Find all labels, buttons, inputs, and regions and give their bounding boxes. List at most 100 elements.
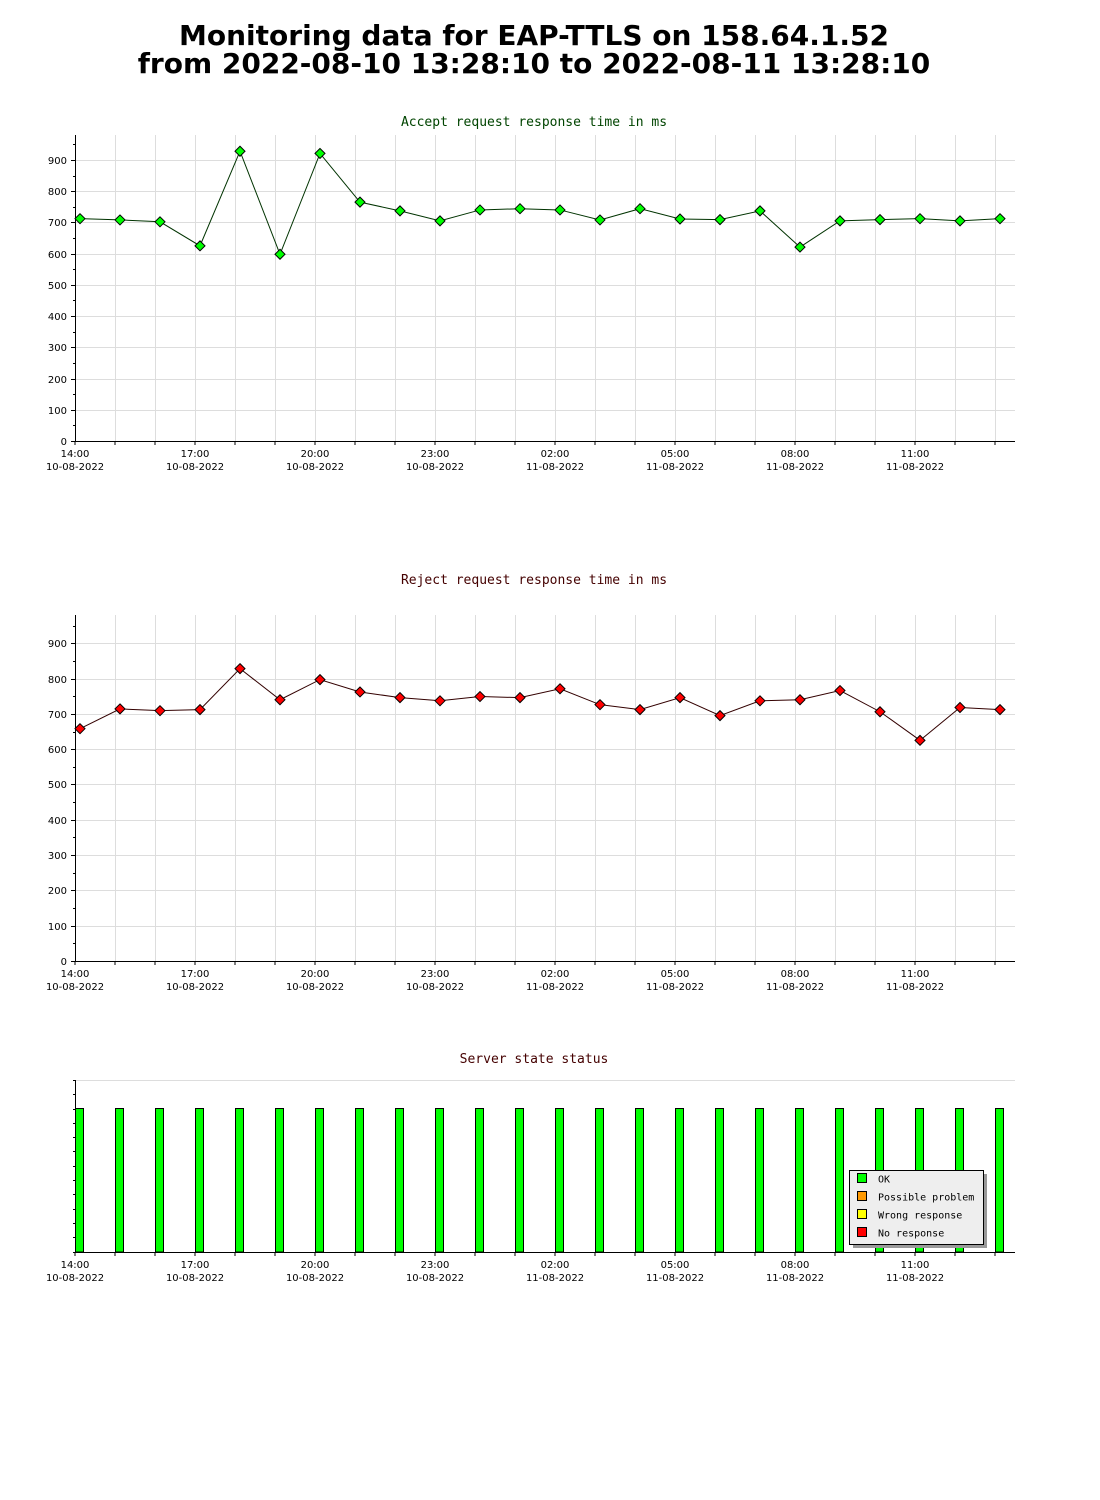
status-chart-status-bar	[315, 1108, 324, 1253]
status-chart-status-bar	[515, 1108, 524, 1253]
status-chart-status-bar	[115, 1108, 124, 1253]
accept-chart: Accept request response time in ms 0 100 20…	[46, 115, 1015, 473]
status-chart-x-tick-time: 23:00	[421, 1260, 450, 1271]
status-chart-legend-swatch	[857, 1209, 867, 1219]
status-chart-status-bar	[755, 1108, 764, 1253]
reject-chart-x-tick-time: 20:00	[301, 969, 330, 980]
accept-chart-x-tick-time: 08:00	[781, 449, 810, 460]
accept-chart-data-point	[234, 145, 246, 157]
status-chart-x-tick-time: 05:00	[661, 1260, 690, 1271]
status-chart-x-tick-time: 02:00	[541, 1260, 570, 1271]
accept-chart-data-point	[474, 204, 486, 216]
accept-chart-x-tick-time: 17:00	[181, 449, 210, 460]
status-chart-x-tick-date: 10-08-2022	[406, 1273, 464, 1284]
accept-chart-y-tick-label: 200	[48, 375, 67, 386]
accept-chart-x-tick-time: 20:00	[301, 449, 330, 460]
accept-chart-data-point	[954, 215, 966, 227]
status-chart-status-bar	[795, 1108, 804, 1253]
accept-chart-x-tick-date: 10-08-2022	[46, 462, 104, 473]
accept-chart-x-tick-time: 05:00	[661, 449, 690, 460]
status-chart-status-bar	[275, 1108, 284, 1253]
accept-chart-y-tick-label: 300	[48, 343, 67, 354]
accept-chart-title: Accept request response time in ms	[401, 115, 667, 130]
status-chart-status-bar	[635, 1108, 644, 1253]
status-chart-status-bar	[355, 1108, 364, 1253]
accept-chart-y-tick-label: 500	[48, 281, 67, 292]
reject-chart-x-tick-date: 10-08-2022	[406, 982, 464, 993]
reject-chart-data-point	[434, 695, 446, 707]
reject-chart: Reject request response time in ms 0 100 20…	[46, 573, 1015, 993]
status-chart-legend-box	[849, 1170, 984, 1245]
reject-chart-data-point	[274, 694, 286, 706]
reject-chart-data-point	[594, 698, 606, 711]
accept-chart-data-point	[914, 212, 926, 225]
accept-chart-x-tick-date: 11-08-2022	[766, 462, 824, 473]
status-chart: Server state status 14:00 10-08-2022 17:00 1…	[46, 1052, 1015, 1284]
status-chart-status-bar	[235, 1108, 244, 1253]
status-chart-status-bar	[395, 1108, 404, 1253]
accept-chart-data-point	[114, 214, 126, 226]
accept-chart-data-point	[434, 215, 446, 227]
reject-chart-x-tick-date: 11-08-2022	[526, 982, 584, 993]
reject-chart-x-tick-date: 10-08-2022	[46, 982, 104, 993]
reject-chart-data-point	[474, 690, 486, 703]
status-chart-status-bar	[995, 1108, 1004, 1253]
status-chart-legend-label: Possible problem	[878, 1193, 974, 1204]
reject-chart-data-point	[794, 694, 806, 706]
accept-chart-x-tick-time: 02:00	[541, 449, 570, 460]
accept-chart-data-point	[994, 212, 1006, 225]
status-chart-legend-swatch	[857, 1191, 867, 1201]
reject-chart-x-tick-date: 11-08-2022	[766, 982, 824, 993]
reject-chart-data-point	[714, 709, 726, 722]
accept-chart-data-point	[874, 213, 886, 226]
page-title-line2: from 2022-08-10 13:28:10 to 2022-08-11 1…	[137, 47, 931, 80]
reject-chart-x-tick-time: 08:00	[781, 969, 810, 980]
status-chart-status-bar	[75, 1108, 84, 1253]
reject-chart-x-tick-time: 11:00	[901, 969, 930, 980]
status-chart-x-tick-date: 10-08-2022	[166, 1273, 224, 1284]
status-chart-status-bar	[195, 1108, 204, 1253]
reject-chart-data-point	[674, 691, 686, 704]
status-chart-legend-swatch	[857, 1227, 867, 1237]
reject-chart-x-tick-date: 11-08-2022	[646, 982, 704, 993]
status-chart-x-tick-date: 11-08-2022	[646, 1273, 704, 1284]
reject-chart-data-point	[954, 701, 966, 714]
reject-chart-y-tick-label: 300	[48, 851, 67, 862]
accept-chart-data-point	[274, 248, 286, 260]
accept-chart-data-point	[594, 214, 606, 226]
reject-chart-data-point	[874, 706, 886, 718]
status-chart-x-tick-time: 08:00	[781, 1260, 810, 1271]
accept-chart-y-tick-label: 0	[61, 437, 67, 448]
accept-chart-data-point	[354, 196, 366, 208]
accept-chart-x-tick-date: 10-08-2022	[166, 462, 224, 473]
status-chart-x-tick-time: 14:00	[61, 1260, 90, 1271]
reject-chart-data-point	[154, 704, 166, 717]
accept-chart-data-point	[554, 204, 566, 216]
reject-chart-x-tick-date: 10-08-2022	[166, 982, 224, 993]
reject-chart-x-tick-time: 02:00	[541, 969, 570, 980]
reject-chart-y-tick-label: 600	[48, 745, 67, 756]
accept-chart-x-tick-date: 11-08-2022	[886, 462, 944, 473]
status-chart-status-bar	[155, 1108, 164, 1253]
reject-chart-data-point	[834, 684, 846, 697]
status-chart-x-tick-date: 11-08-2022	[526, 1273, 584, 1284]
reject-chart-x-tick-time: 05:00	[661, 969, 690, 980]
reject-chart-title: Reject request response time in ms	[401, 573, 667, 588]
reject-chart-data-point	[394, 691, 406, 704]
accept-chart-data-point	[714, 213, 726, 226]
reject-chart-y-tick-label: 400	[48, 816, 67, 827]
status-chart-legend-label: Wrong response	[878, 1211, 962, 1222]
accept-chart-y-tick-label: 900	[48, 156, 67, 167]
status-chart-x-tick-date: 11-08-2022	[886, 1273, 944, 1284]
page-title: Monitoring data for EAP-TTLS on 158.64.1…	[0, 22, 1068, 78]
reject-chart-data-point	[514, 691, 526, 704]
status-chart-x-tick-date: 10-08-2022	[46, 1273, 104, 1284]
status-chart-status-bar	[435, 1108, 444, 1253]
reject-chart-data-point	[994, 703, 1006, 716]
page-title-line1: Monitoring data for EAP-TTLS on 158.64.1…	[179, 19, 889, 52]
status-chart-x-tick-time: 20:00	[301, 1260, 330, 1271]
status-chart-status-bar	[715, 1108, 724, 1253]
reject-chart-x-tick-time: 23:00	[421, 969, 450, 980]
status-chart-x-tick-time: 17:00	[181, 1260, 210, 1271]
